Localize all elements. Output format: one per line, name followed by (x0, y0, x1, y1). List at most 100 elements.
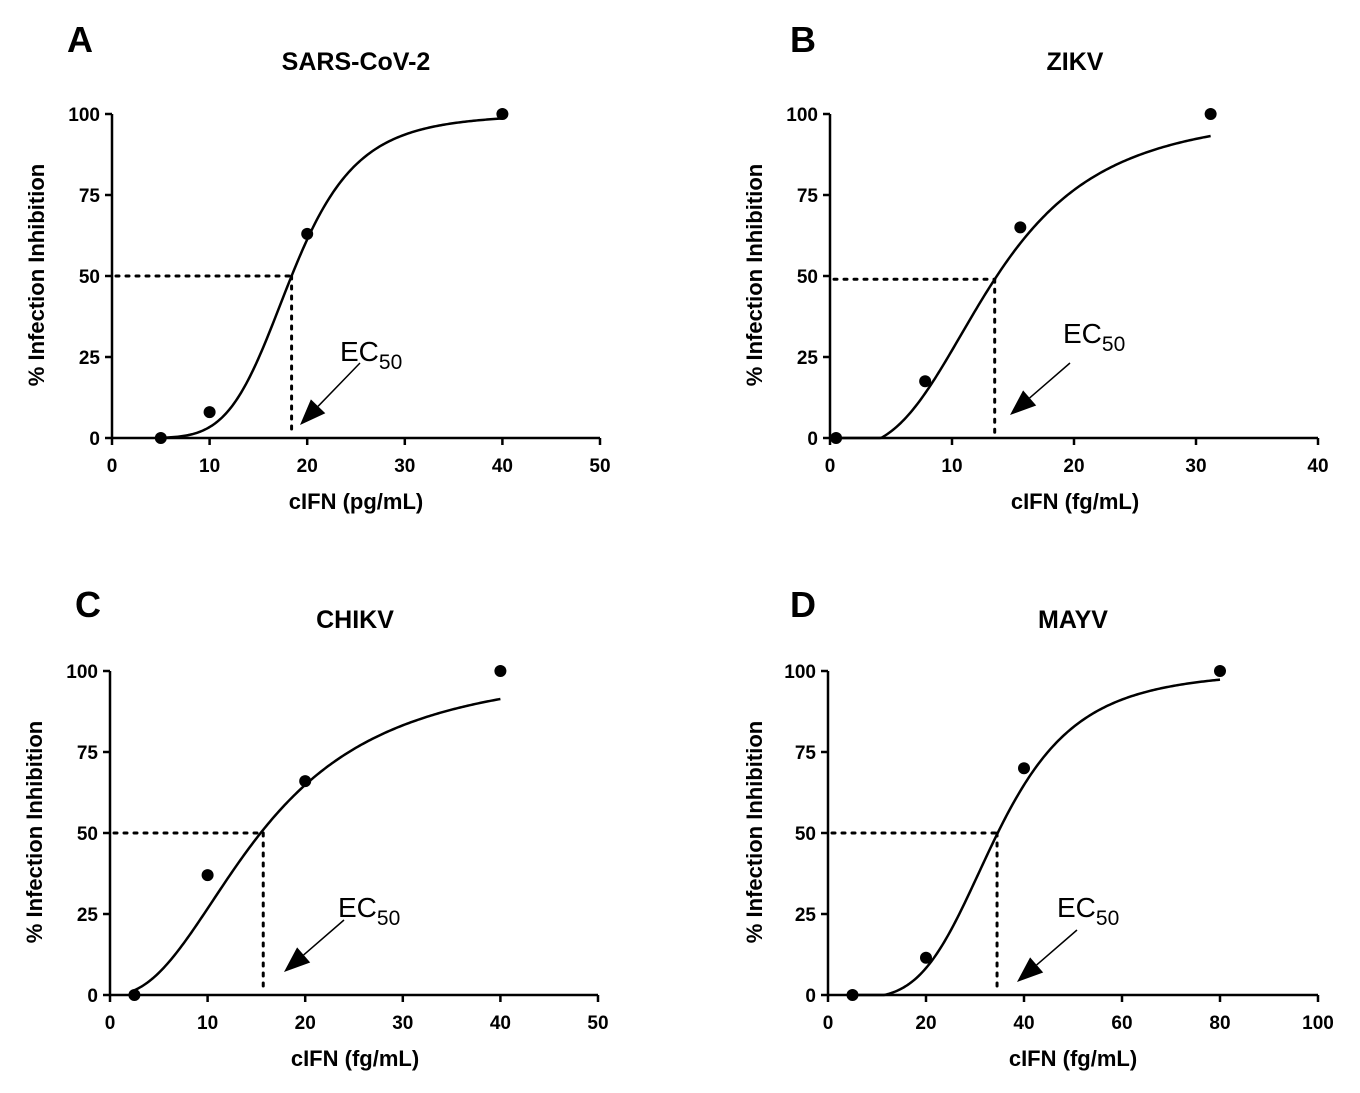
x-axis-label: cIFN (fg/mL) (1009, 1046, 1137, 1071)
x-tick-label: 40 (490, 1013, 511, 1034)
y-tick-label: 0 (89, 429, 100, 450)
y-axis-label: % Infection Inhibition (24, 164, 49, 386)
x-tick-label: 40 (1013, 1013, 1034, 1034)
ec50-annotation-subscript: 50 (379, 351, 402, 374)
x-tick-label: 50 (589, 456, 610, 477)
panel-letter: A (67, 19, 93, 60)
fit-curve (160, 117, 503, 439)
x-tick-label: 10 (941, 456, 962, 477)
data-point (1214, 665, 1226, 677)
y-tick-label: 50 (797, 267, 818, 288)
x-tick-label: 100 (1302, 1013, 1334, 1034)
ec50-annotation: EC50 (338, 892, 400, 930)
ec50-annotation-subscript: 50 (1096, 907, 1119, 930)
x-tick-label: 20 (915, 1013, 936, 1034)
panel-letter: D (790, 584, 816, 625)
ec50-arrow-line (303, 919, 345, 956)
arrow-head-icon (1017, 957, 1044, 982)
x-tick-label: 20 (295, 1013, 316, 1034)
ec50-annotation: EC50 (340, 336, 402, 374)
y-tick-label: 75 (795, 743, 817, 764)
x-tick-label: 0 (105, 1013, 116, 1034)
ec50-annotation: EC50 (1057, 892, 1119, 930)
y-tick-label: 100 (68, 105, 100, 126)
data-point (301, 227, 314, 240)
data-point (830, 432, 843, 444)
y-tick-label: 0 (805, 986, 816, 1007)
data-point (154, 432, 167, 444)
y-tick-label: 75 (797, 186, 819, 207)
panel-letter: C (75, 584, 101, 625)
data-point (299, 775, 312, 788)
ec50-annotation-subscript: 50 (377, 907, 400, 930)
x-tick-label: 20 (297, 456, 318, 477)
data-point (201, 869, 214, 882)
y-axis-label: % Infection Inhibition (742, 721, 767, 943)
chart-title: ZIKV (1047, 48, 1104, 76)
y-axis-label: % Infection Inhibition (742, 164, 767, 386)
y-tick-label: 0 (807, 429, 818, 450)
ec50-annotation-main: EC (338, 892, 377, 923)
arrow-head-icon (284, 947, 311, 972)
y-tick-label: 100 (786, 105, 818, 126)
x-tick-label: 0 (823, 1013, 834, 1034)
chart-panel-a: A SARS-CoV-2 0 10 20 30 40 50 0 25 50 75 100 cIFN (pg… (24, 19, 611, 514)
x-tick-label: 0 (825, 456, 836, 477)
data-point (919, 375, 932, 388)
panel-letter: B (790, 19, 816, 60)
y-tick-label: 25 (77, 905, 99, 926)
y-tick-label: 25 (797, 348, 819, 369)
data-point (496, 108, 509, 120)
ec50-arrow-line (1029, 362, 1071, 399)
data-point (920, 951, 932, 964)
y-tick-label: 75 (77, 743, 99, 764)
x-tick-label: 30 (392, 1013, 413, 1034)
y-axis-label: % Infection Inhibition (22, 721, 47, 943)
x-tick-label: 40 (492, 456, 513, 477)
chart-panel-c: C CHIKV 0 10 20 30 40 50 0 25 50 75 100 cIFN (fg/mL)%… (22, 584, 609, 1071)
ec50-arrow-line (1036, 929, 1078, 966)
data-point (1204, 108, 1217, 120)
ec50-annotation: EC50 (1063, 318, 1125, 356)
fit-curve (133, 697, 501, 992)
x-tick-label: 10 (199, 456, 220, 477)
data-point (203, 406, 216, 419)
x-tick-label: 50 (587, 1013, 608, 1034)
ec50-arrow-line (317, 362, 361, 407)
data-point (1018, 762, 1030, 775)
x-tick-label: 60 (1111, 1013, 1132, 1034)
ec50-annotation-main: EC (1057, 892, 1096, 923)
x-tick-label: 80 (1209, 1013, 1230, 1034)
y-tick-label: 50 (795, 824, 816, 845)
x-tick-label: 10 (197, 1013, 218, 1034)
data-point (128, 989, 141, 1001)
x-tick-label: 20 (1063, 456, 1084, 477)
chart-panel-b: B ZIKV 0 10 20 30 40 0 25 50 75 100 cIFN (fg/mL) % In… (742, 19, 1329, 514)
y-tick-label: 50 (77, 824, 98, 845)
x-tick-label: 30 (1185, 456, 1206, 477)
fit-curve (830, 134, 1211, 440)
x-axis-label: cIFN (fg/mL) (291, 1046, 419, 1071)
y-tick-label: 25 (79, 348, 101, 369)
x-axis-label: cIFN (fg/mL) (1011, 489, 1139, 514)
y-tick-label: 50 (79, 267, 100, 288)
chart-panel-d: D MAYV 0 20 40 60 80 100 0 25 50 75 100 cIFN (fg/mL)%… (742, 584, 1334, 1071)
y-tick-label: 100 (784, 662, 816, 683)
y-tick-label: 75 (79, 186, 101, 207)
data-point (846, 989, 859, 1001)
y-tick-label: 100 (66, 662, 98, 683)
x-tick-label: 30 (394, 456, 415, 477)
data-point (494, 665, 507, 677)
chart-title: CHIKV (316, 606, 394, 634)
arrow-head-icon (300, 399, 326, 425)
x-axis-label: cIFN (pg/mL) (289, 489, 423, 514)
chart-title: MAYV (1038, 606, 1108, 634)
ec50-annotation-main: EC (1063, 318, 1102, 349)
y-tick-label: 0 (87, 986, 98, 1007)
ec50-annotation-main: EC (340, 336, 379, 367)
data-point (1014, 221, 1027, 234)
ec50-annotation-subscript: 50 (1102, 333, 1125, 356)
y-tick-label: 25 (795, 905, 817, 926)
chart-title: SARS-CoV-2 (282, 48, 431, 76)
